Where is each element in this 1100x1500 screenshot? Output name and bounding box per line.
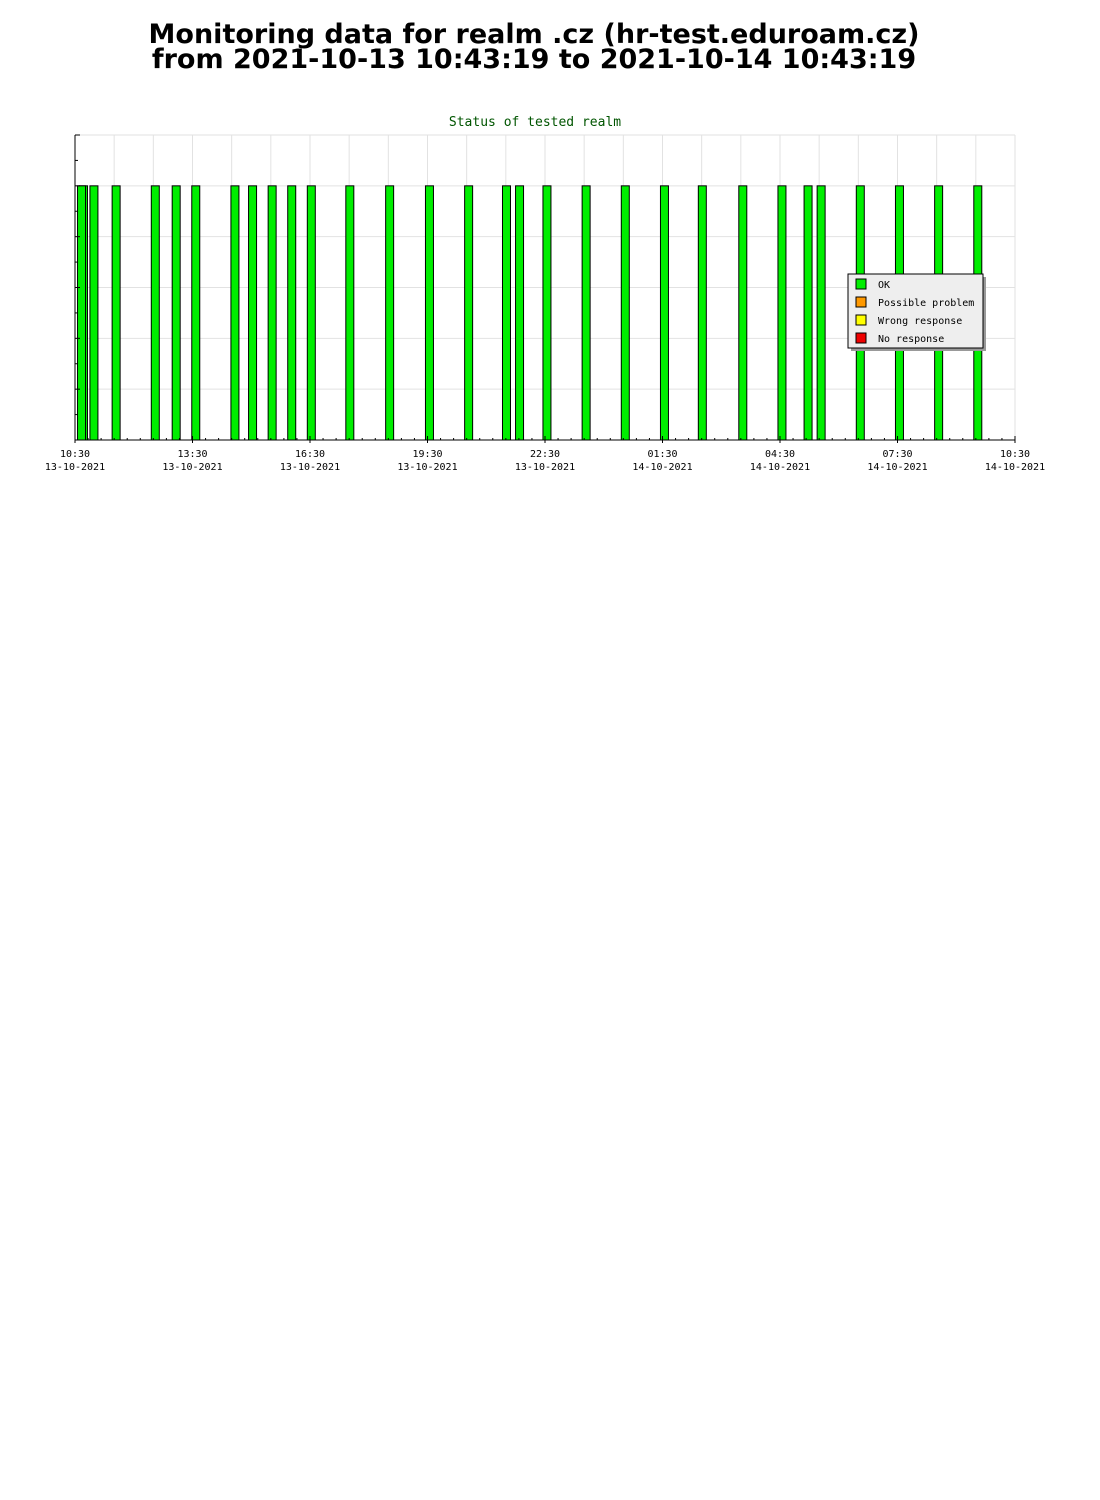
bar-1133 [111, 185, 121, 441]
bar-1602 [287, 185, 297, 441]
x-tick-label-date: 13-10-2021 [162, 462, 222, 473]
bar-1233 [150, 185, 160, 441]
bar-0133 [659, 185, 669, 441]
bar-2131 [501, 185, 511, 441]
x-tick-label-date: 14-10-2021 [632, 462, 692, 473]
bar-2233 [542, 185, 552, 441]
bar-2033 [464, 185, 474, 441]
bar-2151 [515, 185, 525, 441]
x-tick-label-date: 13-10-2021 [280, 462, 340, 473]
legend-label: Possible problem [878, 298, 974, 309]
bar-1832 [385, 185, 395, 441]
chart-title: Status of tested realm [449, 115, 621, 130]
bar-1933 [424, 185, 434, 441]
bar-2333 [581, 185, 591, 441]
page-title: Monitoring data for realm .cz (hr-test.e… [0, 19, 1068, 75]
legend: OK Possible problem Wrong response No respo… [847, 273, 986, 351]
bar-0033 [620, 185, 630, 441]
bar-0231 [697, 185, 707, 441]
bar-1731 [345, 185, 355, 441]
x-tick-label-time: 13:30 [177, 449, 207, 460]
legend-label: Wrong response [878, 316, 962, 327]
x-tick-label-date: 13-10-2021 [515, 462, 575, 473]
x-tick-label-time: 01:30 [647, 449, 677, 460]
bar-1632 [306, 185, 316, 441]
bar-1305 [171, 185, 181, 441]
bar-1040 [77, 185, 87, 441]
x-tick-label-time: 16:30 [295, 449, 325, 460]
x-tick-label-date: 13-10-2021 [397, 462, 457, 473]
legend-label: OK [878, 280, 890, 291]
x-tick-label-time: 19:30 [412, 449, 442, 460]
x-tick-label-time: 07:30 [882, 449, 912, 460]
bars [77, 185, 983, 441]
x-tick-label-time: 22:30 [530, 449, 560, 460]
x-tick-label-date: 14-10-2021 [867, 462, 927, 473]
bar-0513 [803, 185, 813, 441]
bar-0333 [738, 185, 748, 441]
axes: 10:30 13-10-2021 13:30 13-10-2021 16:30 13-10… [45, 134, 1045, 473]
x-tick-label-time: 10:30 [1000, 449, 1030, 460]
bar-1532 [267, 185, 277, 441]
x-tick-label-date: 14-10-2021 [750, 462, 810, 473]
bar-1435 [230, 185, 240, 441]
bar-0433 [777, 185, 787, 441]
legend-swatch [855, 314, 867, 326]
status-chart: Status of tested realm 10:30 13-10-2021 13… [45, 115, 1045, 473]
x-tick-label-time: 04:30 [765, 449, 795, 460]
legend-label: No response [878, 334, 944, 345]
bar-1335 [191, 185, 201, 441]
x-tick-label-date: 13-10-2021 [45, 462, 105, 473]
title-line-2: from 2021-10-13 10:43:19 to 2021-10-14 1… [151, 44, 917, 75]
bar-1502 [248, 185, 258, 441]
bar-1059 [89, 185, 99, 441]
x-tick-label-date: 14-10-2021 [985, 462, 1045, 473]
legend-box [847, 273, 984, 349]
bar-0533 [816, 185, 826, 441]
title-line-1: Monitoring data for realm .cz (hr-test.e… [148, 19, 920, 50]
legend-swatch [855, 332, 867, 344]
x-tick-label-time: 10:30 [60, 449, 90, 460]
legend-swatch [855, 296, 867, 308]
legend-swatch [855, 278, 867, 290]
